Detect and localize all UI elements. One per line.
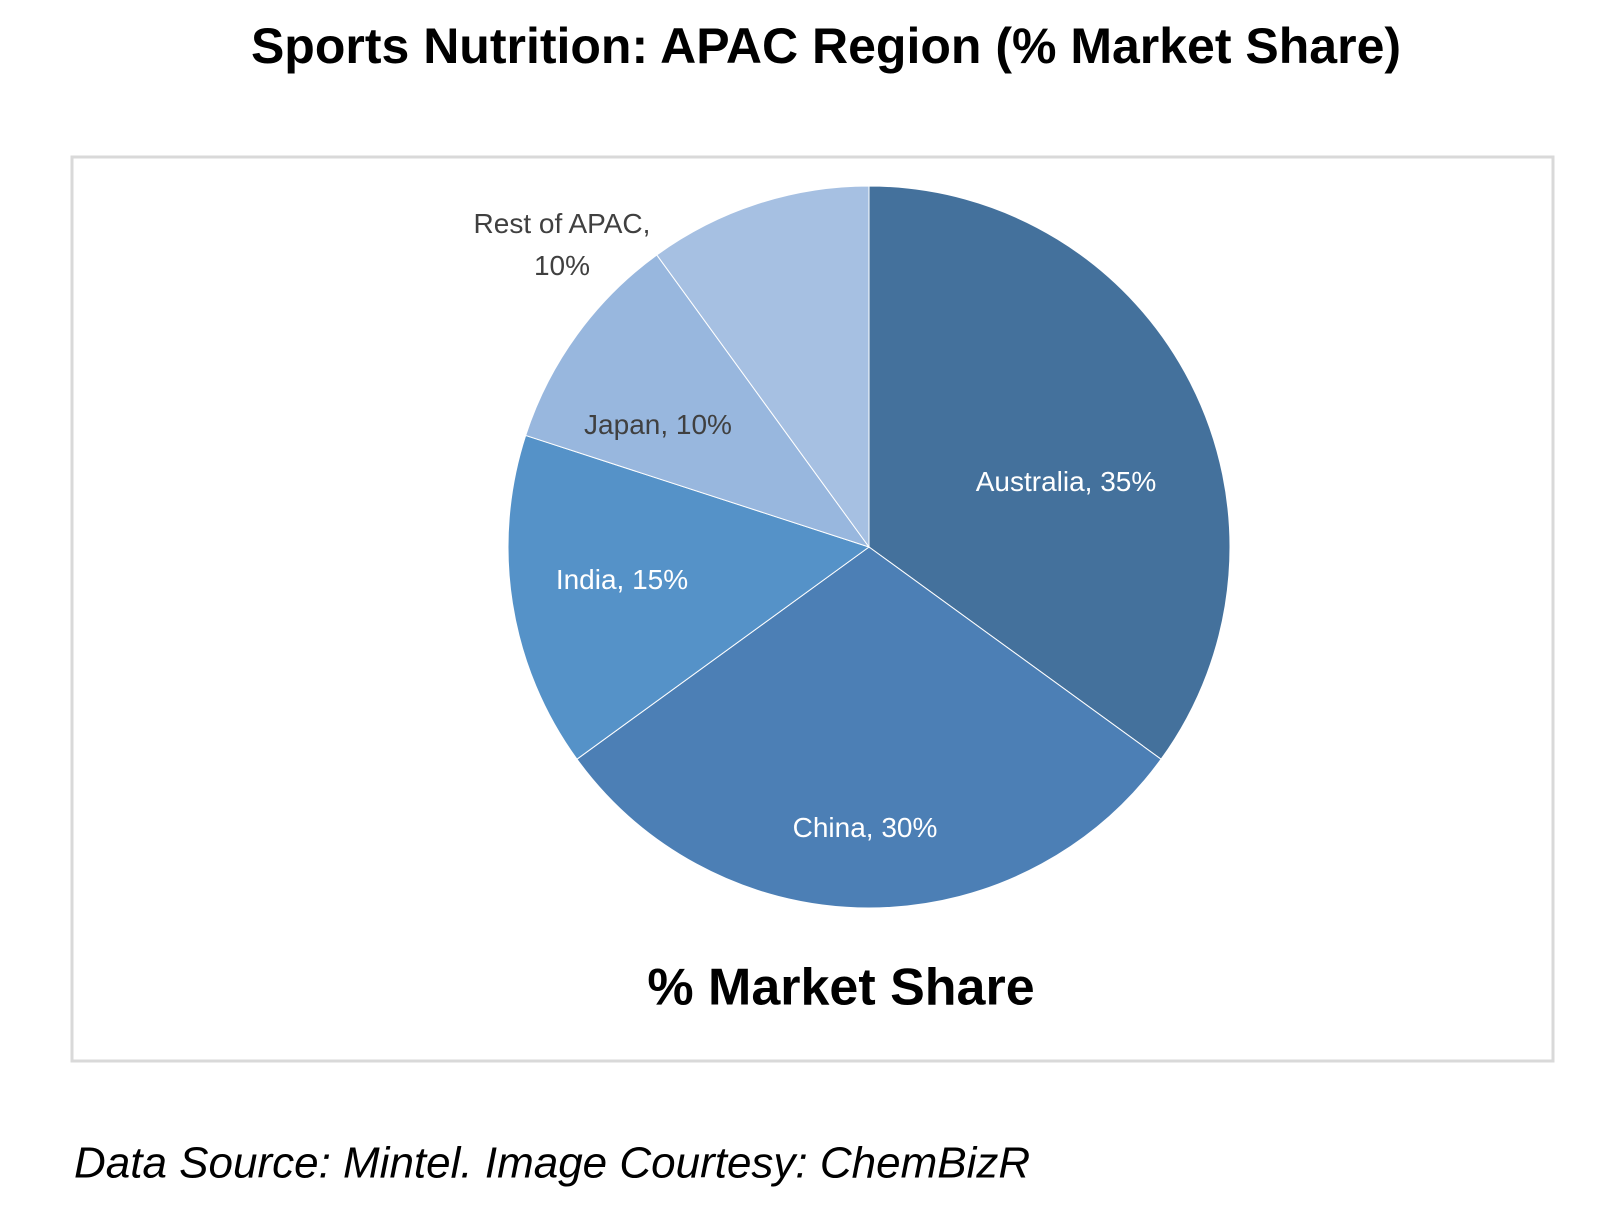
- pie-slice: [656, 185, 870, 549]
- data-label: Australia, 35%: [975, 466, 1157, 497]
- pie-slice: [525, 254, 871, 548]
- chart-title: Sports Nutrition: APAC Region (% Market …: [251, 18, 1401, 74]
- data-label: Rest of APAC, 10%: [473, 208, 651, 281]
- data-label: Japan, 10%: [584, 409, 732, 440]
- pie-slice: [868, 185, 1231, 760]
- pie: [507, 185, 1231, 909]
- chart-subtitle: % Market Share: [647, 959, 1034, 1017]
- data-label: India, 15%: [555, 564, 689, 595]
- pie-slice: [576, 546, 1162, 909]
- source-note: Data Source: Mintel. Image Courtesy: Che…: [74, 1139, 1030, 1188]
- pie-slice: [507, 434, 871, 760]
- data-label: China, 30%: [792, 812, 938, 843]
